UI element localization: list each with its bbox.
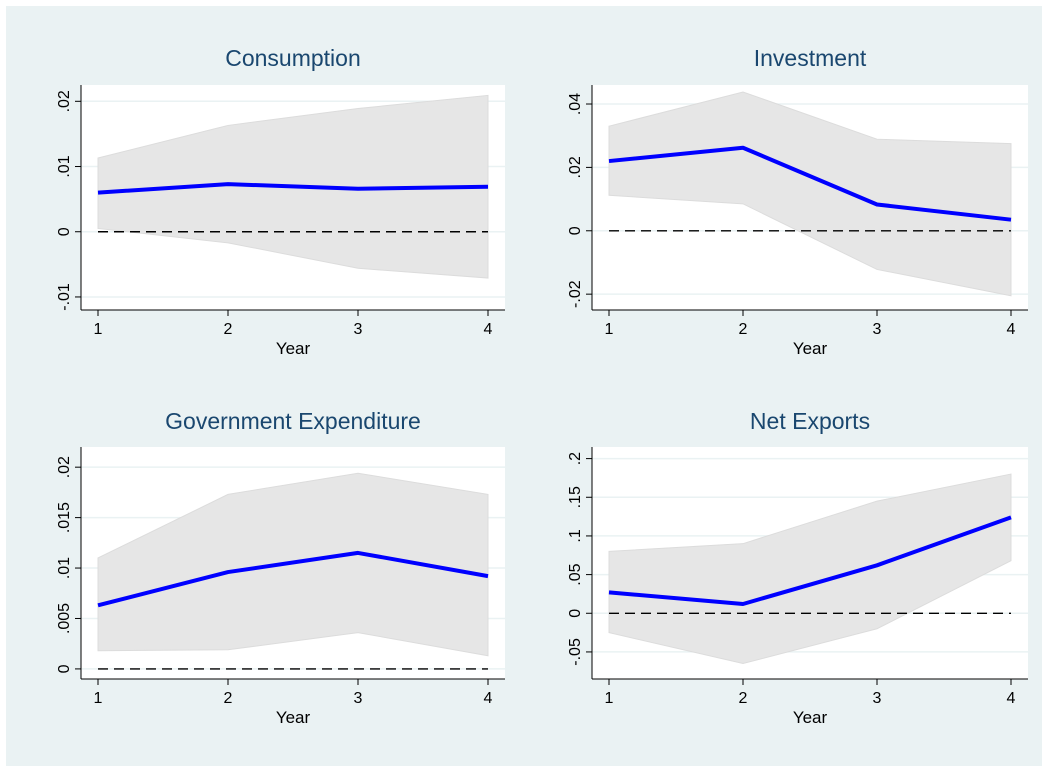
figure: -.01 0 .01 .02 1 2 3 4 Year Consumption -.02 0 .02 .0… <box>6 6 1042 766</box>
panel-3: 0 .005 .01 .015 .02 1 2 3 4 Year Government Expend… <box>56 408 505 727</box>
series-line <box>608 145 1012 222</box>
series-line <box>97 182 489 195</box>
y-tick-label: .02 <box>56 456 73 478</box>
x-tick-label: 4 <box>1007 690 1016 707</box>
x-tick-label: 1 <box>605 690 614 707</box>
y-tick-label: .02 <box>56 90 73 112</box>
y-tick-label: -.01 <box>56 283 73 311</box>
series-line <box>97 550 489 608</box>
x-tick-label: 2 <box>224 321 233 338</box>
x-tick-label: 4 <box>1007 321 1016 338</box>
series-line <box>608 515 1012 606</box>
y-tick-label: -.05 <box>567 638 584 666</box>
y-tick-label: .2 <box>567 452 584 465</box>
x-tick-label: 1 <box>605 321 614 338</box>
confidence-band <box>608 473 1012 665</box>
y-tick-label: .1 <box>567 529 584 542</box>
x-tick-label: 2 <box>739 690 748 707</box>
y-tick-label: .02 <box>567 156 584 178</box>
panel-title: Net Exports <box>750 408 870 434</box>
y-tick-label: .01 <box>56 557 73 579</box>
y-tick-label: .01 <box>56 155 73 177</box>
panel-4: -.05 0 .05 .1 .15 .2 1 2 3 4 Year Net Exports <box>567 408 1028 727</box>
y-tick-label: .015 <box>56 502 73 533</box>
y-tick-label: -.02 <box>567 280 584 308</box>
y-tick-label: 0 <box>56 227 73 236</box>
panel-1: -.01 0 .01 .02 1 2 3 4 Year Consumption <box>56 45 505 358</box>
x-axis-title: Year <box>276 339 311 358</box>
x-tick-label: 3 <box>873 690 882 707</box>
y-tick-label: 0 <box>567 226 584 235</box>
x-tick-label: 1 <box>94 321 103 338</box>
y-tick-label: .005 <box>56 603 73 634</box>
x-tick-label: 3 <box>354 690 363 707</box>
panel-title: Investment <box>754 45 867 71</box>
y-tick-label: .15 <box>567 486 584 508</box>
y-tick-label: .04 <box>567 93 584 115</box>
x-axis-title: Year <box>793 708 828 727</box>
panel-title: Government Expenditure <box>165 408 421 434</box>
x-tick-label: 4 <box>484 321 493 338</box>
y-tick-label: .05 <box>567 563 584 585</box>
x-tick-label: 2 <box>224 690 233 707</box>
x-tick-label: 1 <box>94 690 103 707</box>
x-tick-label: 3 <box>354 321 363 338</box>
x-axis-title: Year <box>276 708 311 727</box>
chart-grid: -.01 0 .01 .02 1 2 3 4 Year Consumption -.02 0 .02 .0… <box>56 45 1028 727</box>
x-tick-label: 3 <box>873 321 882 338</box>
x-tick-label: 4 <box>484 690 493 707</box>
confidence-band <box>608 91 1012 297</box>
panel-title: Consumption <box>225 45 361 71</box>
y-tick-label: 0 <box>567 609 584 618</box>
x-tick-label: 2 <box>739 321 748 338</box>
y-tick-label: 0 <box>56 664 73 673</box>
x-axis-title: Year <box>793 339 828 358</box>
panel-2: -.02 0 .02 .04 1 2 3 4 Year Investment <box>567 45 1028 358</box>
